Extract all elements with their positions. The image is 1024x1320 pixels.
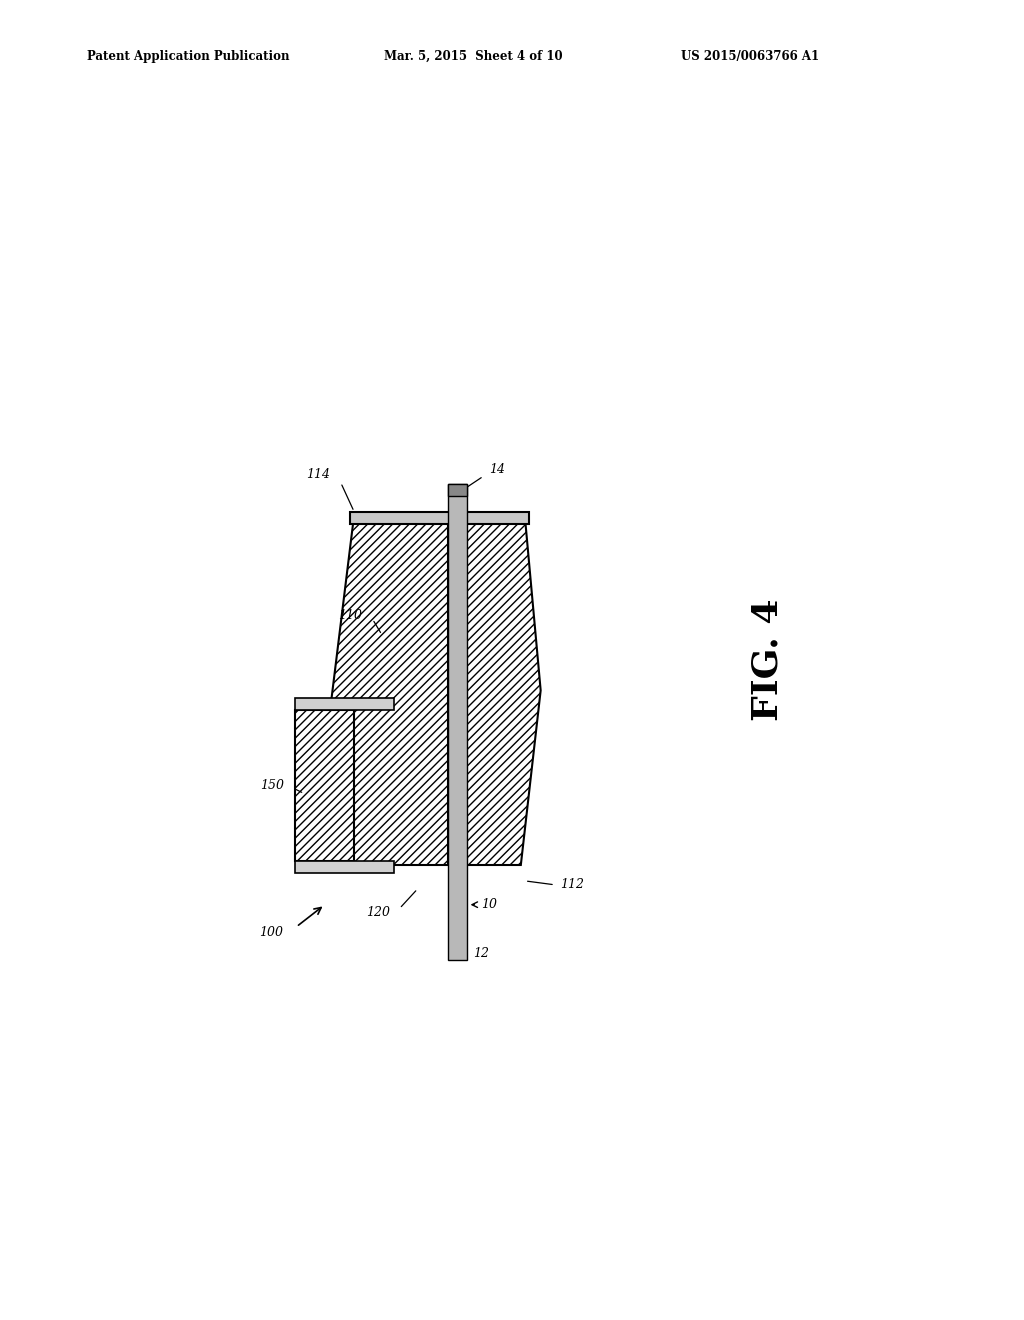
Bar bbox=[295, 710, 354, 861]
Bar bbox=[350, 512, 528, 524]
Text: 120: 120 bbox=[366, 906, 390, 919]
Text: 112: 112 bbox=[560, 878, 585, 891]
Polygon shape bbox=[310, 516, 447, 865]
Bar bbox=[295, 861, 394, 873]
Bar bbox=[447, 484, 467, 960]
Polygon shape bbox=[467, 516, 541, 865]
Text: US 2015/0063766 A1: US 2015/0063766 A1 bbox=[681, 50, 819, 63]
Text: Mar. 5, 2015  Sheet 4 of 10: Mar. 5, 2015 Sheet 4 of 10 bbox=[384, 50, 562, 63]
Text: 14: 14 bbox=[489, 463, 505, 477]
Text: 10: 10 bbox=[481, 898, 498, 911]
Bar bbox=[447, 484, 467, 496]
Bar bbox=[295, 698, 394, 710]
Text: 100: 100 bbox=[259, 925, 283, 939]
Text: 12: 12 bbox=[473, 948, 489, 961]
Text: 114: 114 bbox=[306, 469, 331, 480]
Text: 150: 150 bbox=[260, 779, 285, 792]
Text: 110: 110 bbox=[338, 609, 362, 622]
Text: FIG. 4: FIG. 4 bbox=[751, 599, 785, 721]
Text: Patent Application Publication: Patent Application Publication bbox=[87, 50, 290, 63]
